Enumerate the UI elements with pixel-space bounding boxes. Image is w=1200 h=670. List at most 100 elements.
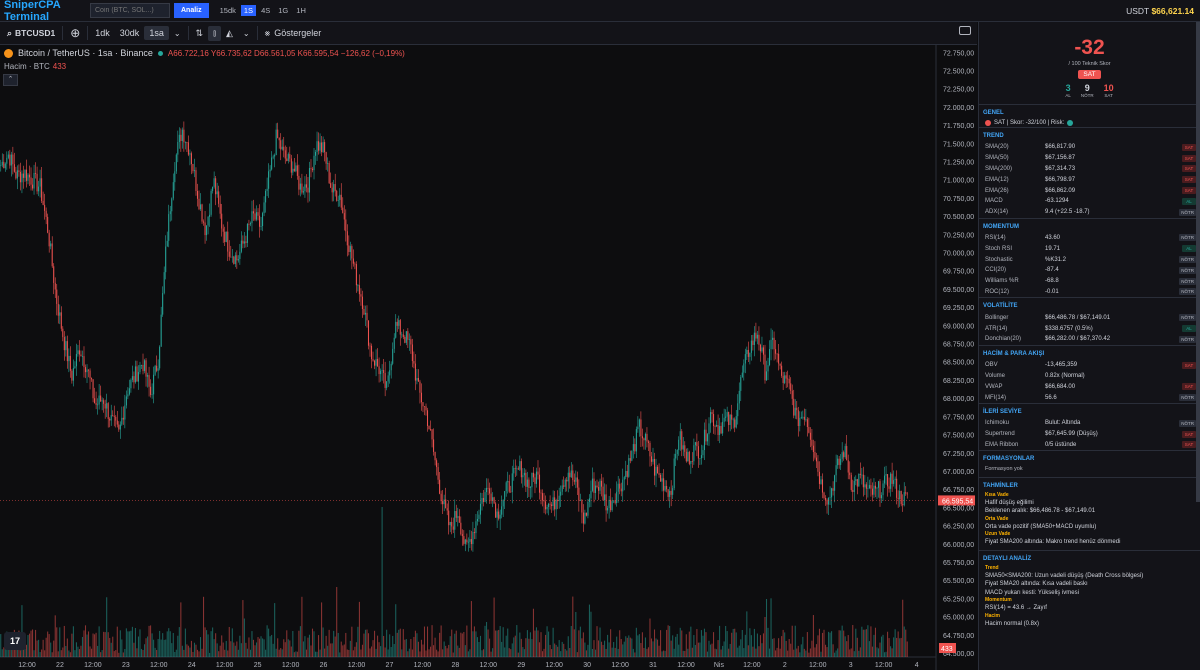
camera-icon[interactable] bbox=[959, 26, 971, 35]
signal-counts: 3 AL 9 NÖTR 10 SAT bbox=[979, 83, 1200, 98]
volume-bar bbox=[678, 644, 680, 657]
volume-bar bbox=[156, 649, 158, 657]
volume-bar bbox=[367, 633, 370, 657]
volume-bar bbox=[57, 651, 59, 657]
volume-bar bbox=[50, 642, 52, 657]
candle-body bbox=[243, 241, 245, 244]
volume-bar bbox=[460, 632, 462, 657]
timeframe-4s[interactable]: 4S bbox=[261, 6, 271, 15]
risk-indicator-icon bbox=[1067, 120, 1074, 126]
volume-bar bbox=[649, 618, 651, 657]
price-tick-label: 72.250,00 bbox=[943, 87, 974, 94]
volume-bar bbox=[201, 648, 203, 657]
candle-body bbox=[802, 416, 804, 418]
candle-body bbox=[283, 146, 285, 151]
candle-body bbox=[18, 170, 20, 172]
candle-body bbox=[4, 163, 6, 169]
panel-scrollbar[interactable] bbox=[1196, 22, 1200, 502]
volume-bar bbox=[228, 626, 230, 657]
volume-bar bbox=[644, 637, 646, 657]
candle-body bbox=[641, 436, 643, 439]
timeframe-1s[interactable]: 1S bbox=[240, 5, 257, 16]
signal-badge: NÖTR bbox=[1179, 419, 1196, 427]
time-tick-label: 30 bbox=[583, 662, 591, 669]
timeframe-1g[interactable]: 1G bbox=[278, 6, 289, 15]
candle-body bbox=[526, 479, 528, 487]
candle-body bbox=[452, 526, 454, 530]
candle-body bbox=[700, 455, 702, 459]
candle-body bbox=[870, 485, 872, 489]
candle-body bbox=[767, 365, 769, 372]
candle-body bbox=[448, 510, 450, 526]
indicator-row: EMA Ribbon 0/5 üstünde SAT bbox=[979, 440, 1200, 451]
volume-bar bbox=[570, 625, 572, 657]
candle-body bbox=[752, 340, 754, 345]
volume-bar bbox=[74, 650, 76, 657]
candle-body bbox=[101, 400, 103, 402]
volume-bar bbox=[773, 638, 775, 657]
indicator-value: -87.4 bbox=[1045, 267, 1059, 274]
indicator-name: Stochastic bbox=[985, 256, 1013, 263]
candle-body bbox=[846, 446, 848, 461]
signal-badge: NÖTR bbox=[1179, 277, 1196, 285]
volume-bar bbox=[696, 629, 698, 657]
tradingview-logo-icon[interactable]: 17 bbox=[4, 632, 26, 650]
volume-bar bbox=[225, 640, 227, 657]
volume-bar bbox=[652, 641, 654, 657]
indicator-row: EMA(26) $66,862.09 SAT bbox=[979, 185, 1200, 196]
volume-bar bbox=[230, 641, 232, 657]
interval-1sa[interactable]: 1sa bbox=[144, 26, 169, 40]
volume-bar bbox=[714, 648, 716, 657]
volume-bar bbox=[431, 625, 433, 657]
interval-1dk[interactable]: 1dk bbox=[95, 28, 110, 38]
bar-replay-icon[interactable]: ⇅ bbox=[195, 27, 204, 38]
volume-bar bbox=[420, 639, 422, 657]
volume-bar bbox=[620, 639, 622, 657]
symbol-selector[interactable]: ⌕ BTCUSD1 bbox=[2, 26, 60, 41]
analyze-button[interactable]: Analiz bbox=[174, 3, 209, 18]
volume-bar bbox=[489, 638, 491, 657]
chevron-down-icon[interactable]: ⌄ bbox=[242, 28, 250, 38]
market-status-icon bbox=[157, 50, 163, 56]
candle-body bbox=[443, 499, 445, 505]
candle-body bbox=[868, 485, 870, 489]
price-chart[interactable]: 72.750,00 72.500,00 72.250,00 72.000,00 71.7… bbox=[0, 45, 977, 670]
volume-bar bbox=[1, 649, 3, 657]
candle-body bbox=[47, 216, 49, 233]
indicators-button[interactable]: ⨳ Göstergeler bbox=[260, 26, 327, 41]
indicator-value: Bulut: Altında bbox=[1045, 420, 1081, 427]
volume-bar bbox=[861, 626, 863, 657]
volume-bar bbox=[75, 642, 77, 657]
volume-bar bbox=[177, 635, 179, 657]
collapse-legend-button[interactable]: ⌃ bbox=[3, 74, 18, 86]
candle-body bbox=[673, 458, 675, 489]
compare-plus-icon[interactable]: ⊕ bbox=[70, 26, 81, 40]
indicator-row: Supertrend $67,645.99 (Düşüş) SAT bbox=[979, 429, 1200, 440]
volume-bar bbox=[245, 642, 247, 657]
price-tick-label: 72.750,00 bbox=[943, 50, 974, 57]
signal-badge: SAT bbox=[1182, 187, 1196, 195]
time-tick-label: 12:00 bbox=[743, 662, 761, 669]
coin-search-input[interactable] bbox=[90, 3, 170, 18]
timeframe-15dk[interactable]: 15dk bbox=[219, 6, 236, 15]
chevron-down-icon[interactable]: ⌄ bbox=[173, 28, 181, 38]
candle-body bbox=[548, 503, 550, 507]
candle-body bbox=[178, 134, 180, 143]
candle-body bbox=[560, 491, 562, 496]
candle-body bbox=[492, 497, 494, 501]
chart-area[interactable]: 72.750,00 72.500,00 72.250,00 72.000,00 71.7… bbox=[0, 45, 977, 670]
candle-type-icon[interactable]: ⫾ bbox=[208, 25, 221, 41]
volume-bar bbox=[637, 635, 639, 657]
candle-body bbox=[30, 177, 32, 185]
time-tick-label: 22 bbox=[56, 662, 64, 669]
price-tick-label: 71.500,00 bbox=[943, 141, 974, 148]
volume-bar bbox=[234, 645, 236, 657]
area-chart-icon[interactable]: ◭ bbox=[225, 27, 233, 38]
volume-bar bbox=[687, 648, 689, 657]
interval-30dk[interactable]: 30dk bbox=[119, 28, 140, 38]
candle-body bbox=[728, 412, 730, 425]
volume-bar bbox=[514, 635, 516, 657]
candle-body bbox=[818, 471, 820, 484]
timeframe-1h[interactable]: 1H bbox=[296, 6, 306, 15]
candle-body bbox=[278, 137, 280, 141]
